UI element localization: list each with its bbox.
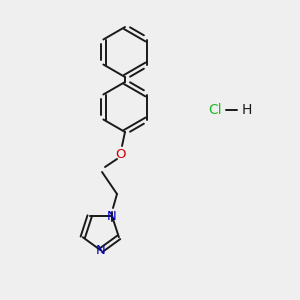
- Text: Cl: Cl: [208, 103, 222, 117]
- Text: O: O: [115, 148, 125, 160]
- Text: H: H: [242, 103, 252, 117]
- Text: N: N: [96, 244, 106, 257]
- Text: N: N: [107, 209, 117, 223]
